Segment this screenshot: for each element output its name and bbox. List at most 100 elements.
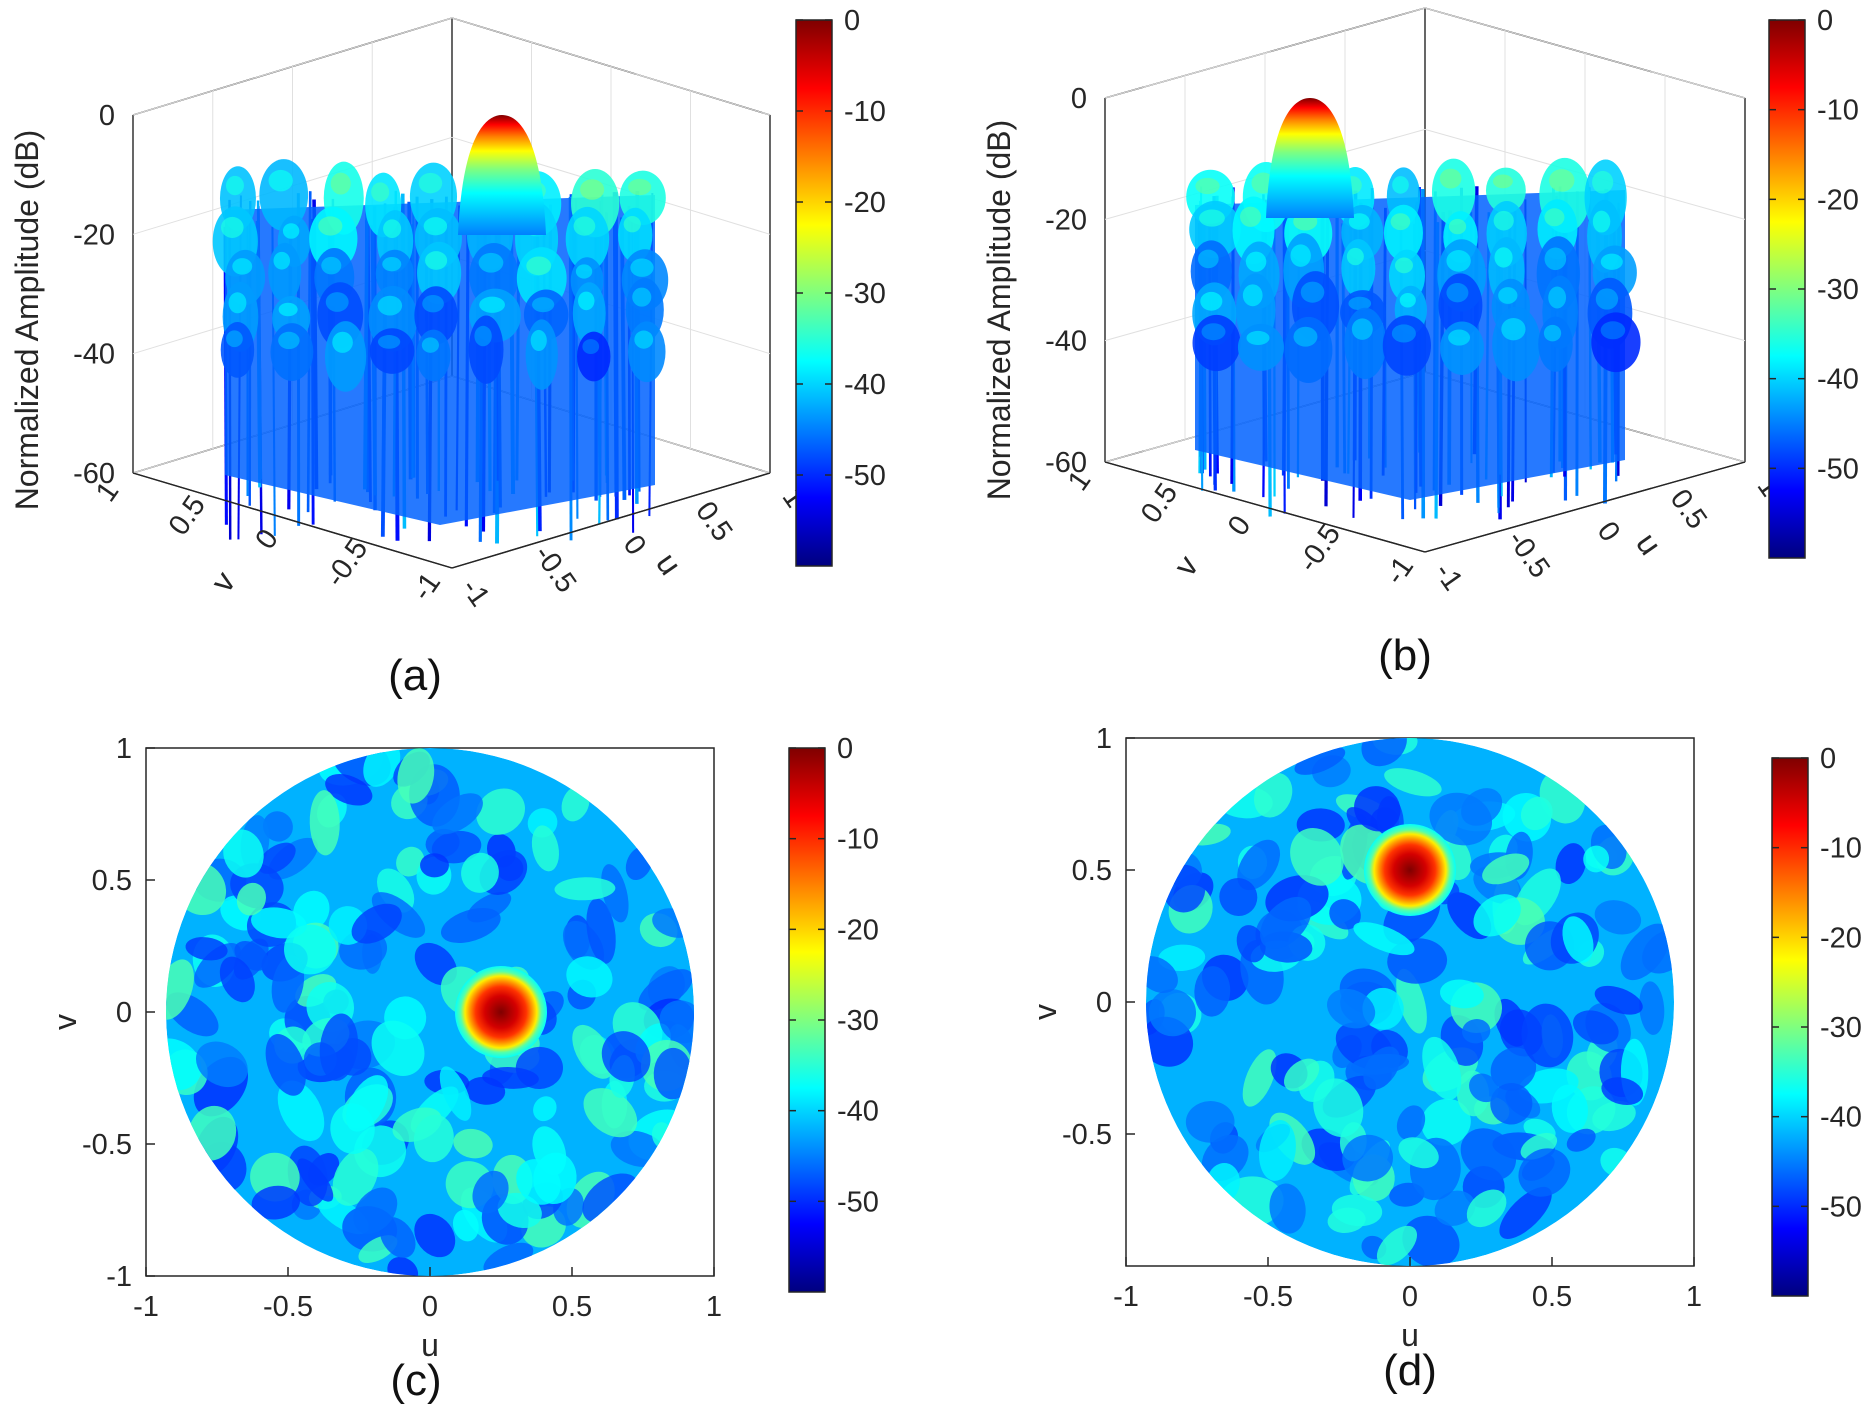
heatmap-plot: -1 -0.5 0 0.5 1 1 0.5 0 -0.5 u v	[1027, 723, 1702, 1353]
sidelobe-highlight	[1201, 323, 1226, 341]
sidelobe-blob	[1518, 1148, 1571, 1197]
sidelobe-blob	[1421, 1098, 1471, 1146]
sidelobe	[577, 331, 611, 382]
colorbar-tick-label: -30	[837, 1005, 879, 1037]
sidelobe	[1284, 316, 1333, 384]
sidelobe-blob	[1194, 966, 1231, 1017]
sidelobe-blob	[219, 956, 255, 1003]
v-tick-label: 0	[249, 524, 284, 556]
sidelobe-highlight	[1346, 247, 1364, 266]
sidelobe-highlight	[1592, 210, 1611, 233]
sidelobe-blob	[472, 1170, 509, 1214]
panel-label: (c)	[390, 1356, 441, 1405]
z-axis-label: Normalized Amplitude (dB)	[9, 130, 45, 511]
sidelobe-highlight	[383, 219, 402, 239]
colorbar: 0 -10 -20 -30 -40 -50	[1768, 5, 1859, 559]
sidelobe-blob	[554, 877, 616, 901]
x-axis-label: u	[421, 1327, 439, 1363]
sidelobe-blob	[1422, 1036, 1462, 1100]
sidelobe-highlight	[382, 256, 402, 272]
x-tick-label: 0.5	[1532, 1281, 1572, 1313]
sidelobe-blob	[566, 956, 613, 998]
sidelobe-blob	[166, 959, 194, 1020]
sidelobe-highlight	[1498, 287, 1518, 304]
sidelobe-blob	[1342, 1134, 1394, 1182]
sidelobe-blob	[1353, 922, 1415, 956]
sidelobe-highlight	[425, 251, 448, 270]
sidelobe-blob	[1185, 1101, 1235, 1143]
colorbar-tick-label: -40	[1817, 364, 1859, 396]
sidelobe-highlight	[526, 256, 552, 276]
sidelobe	[369, 328, 415, 374]
sidelobe-highlight	[325, 292, 349, 312]
heatmap-body	[1146, 738, 1674, 1266]
sidelobe-highlight	[1439, 168, 1462, 189]
colorbar: 0 -10 -20 -30 -40 -50	[1771, 743, 1862, 1297]
sidelobe-highlight	[1351, 318, 1373, 340]
sidelobe-highlight	[278, 331, 300, 350]
sidelobe-blob	[236, 882, 266, 916]
sidelobe	[468, 315, 504, 384]
sidelobe-highlight	[1544, 208, 1565, 227]
v-axis-label: v	[204, 565, 243, 599]
sidelobe-highlight	[1600, 321, 1626, 340]
sidelobe-highlight	[1446, 250, 1471, 272]
sidelobe-blob	[452, 1209, 479, 1242]
x-tick-label: -1	[133, 1291, 159, 1323]
colorbar-tick-label: -20	[844, 187, 886, 219]
colorbar: 0 -10 -20 -30 -40 -50	[788, 733, 879, 1293]
sidelobe-blob	[1236, 925, 1266, 963]
u-axis-label: u	[649, 546, 689, 581]
y-axis-label: v	[1027, 1004, 1063, 1020]
sidelobe-blob	[638, 969, 693, 1011]
x-axis-label: u	[1401, 1317, 1419, 1353]
sidelobe-highlight	[1548, 286, 1567, 309]
sidelobe-highlight	[332, 331, 353, 353]
sidelobe-highlight	[1198, 249, 1219, 269]
sidelobe-blob	[476, 788, 526, 835]
sidelobe-blob	[223, 829, 264, 878]
heatmap-body	[166, 748, 694, 1276]
sidelobe-blob	[1594, 900, 1642, 935]
colorbar-tick-label: -10	[844, 96, 886, 128]
sidelobe-blob	[194, 942, 241, 988]
sidelobe-blob	[1520, 796, 1553, 831]
sidelobe-blob	[533, 1096, 557, 1122]
main-beam	[458, 115, 546, 235]
u-axis-label: u	[1629, 526, 1669, 561]
sidelobe-blob	[1562, 916, 1594, 963]
sidelobe-blob	[1242, 1049, 1277, 1107]
sidelobe-blob	[1376, 1225, 1418, 1266]
sidelobe-highlight	[268, 169, 293, 192]
sidelobe-blob	[351, 903, 402, 944]
sidelobe-blob	[319, 1013, 359, 1081]
sidelobe-blob	[586, 898, 616, 964]
sidelobe	[1344, 307, 1387, 380]
sidelobe-highlight	[422, 294, 444, 313]
sidelobe-blob	[387, 1256, 419, 1276]
surface-body	[1186, 98, 1641, 520]
sidelobe-blob	[1490, 1082, 1533, 1125]
sidelobe-highlight	[282, 223, 300, 239]
sidelobe-blob	[1521, 1003, 1574, 1068]
v-axis-label: v	[1167, 549, 1206, 583]
sidelobe-blob	[1327, 988, 1376, 1029]
sidelobe-highlight	[421, 337, 439, 353]
sidelobe-highlight	[371, 182, 390, 202]
sidelobe-blob	[1396, 1105, 1426, 1140]
sidelobe-blob	[1469, 1073, 1499, 1103]
sidelobe-blob	[1490, 1047, 1537, 1091]
sidelobe-highlight	[1448, 329, 1471, 346]
sidelobe-highlight	[1195, 177, 1220, 195]
sidelobe-highlight	[1392, 176, 1409, 194]
sidelobe-highlight	[423, 217, 448, 236]
y-axis-label: v	[47, 1014, 83, 1030]
sidelobe-highlight	[1600, 253, 1623, 270]
sidelobe-highlight	[273, 251, 291, 270]
v-tick-label: -1	[1379, 551, 1420, 590]
surface-plot: 0-20-40-6010.50-0.5-1-1-0.500.51Normaliz…	[981, 7, 1786, 597]
sidelobe-highlight	[474, 325, 492, 347]
panel-label: (b)	[1378, 631, 1432, 680]
sidelobe	[324, 321, 367, 392]
sidelobe-blob	[396, 846, 425, 877]
